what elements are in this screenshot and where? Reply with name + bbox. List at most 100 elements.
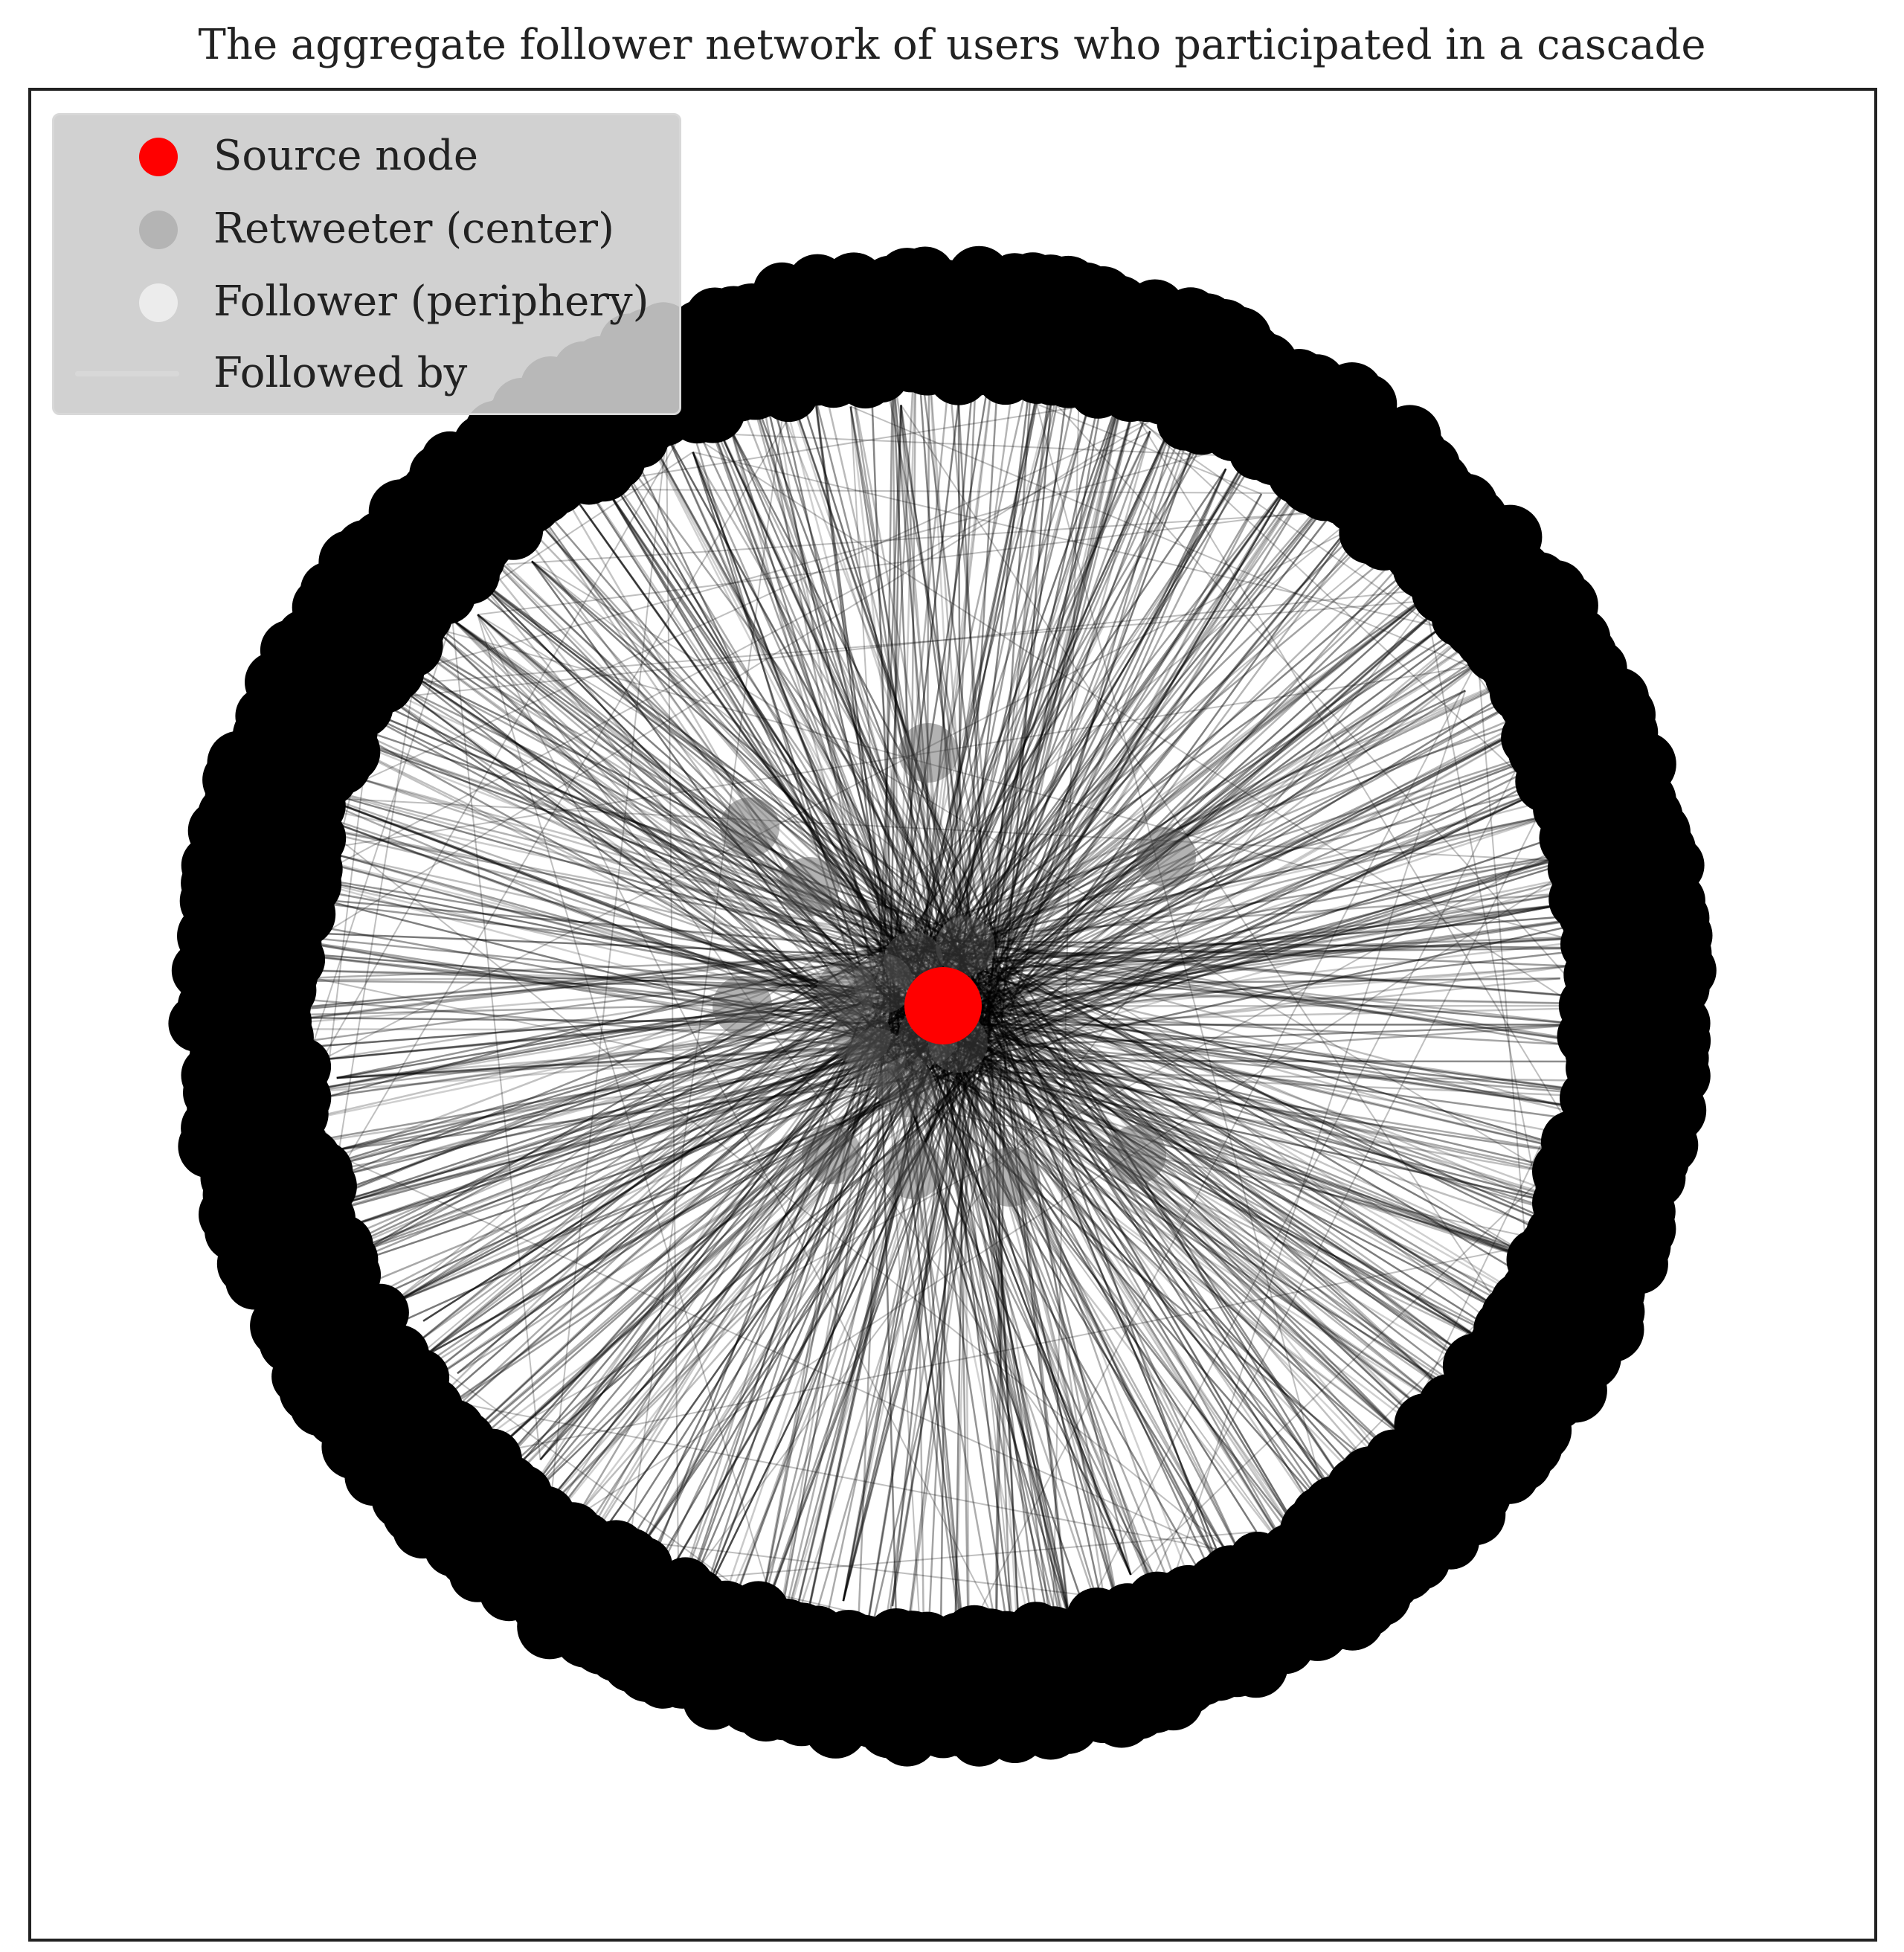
edge xyxy=(854,1067,1004,1699)
edge xyxy=(985,778,1630,947)
edge xyxy=(878,405,902,959)
edge xyxy=(332,719,925,995)
edge xyxy=(967,624,1445,989)
edge xyxy=(968,729,1609,960)
edge xyxy=(536,434,668,1625)
edge xyxy=(991,370,1130,951)
edge xyxy=(339,1027,881,1177)
edge xyxy=(1006,370,1130,951)
edge xyxy=(951,977,1455,1348)
edge xyxy=(940,903,1563,969)
edge xyxy=(953,593,1514,962)
edge xyxy=(882,492,1465,976)
edge xyxy=(489,1012,977,1457)
edge xyxy=(1005,1026,1121,1614)
edge xyxy=(206,939,971,1018)
edge xyxy=(206,1015,1000,1026)
edge xyxy=(953,972,1603,1226)
edge xyxy=(918,977,1449,1411)
edge xyxy=(960,996,1543,1265)
edge xyxy=(895,439,1377,1073)
legend-label-retweeter: Retweeter (center) xyxy=(213,205,614,253)
edge xyxy=(390,1046,894,1305)
edge xyxy=(950,317,980,944)
edge xyxy=(966,1040,1340,1527)
edge xyxy=(885,431,1151,969)
edge xyxy=(907,401,1183,1021)
edge xyxy=(441,635,892,1059)
edge xyxy=(665,433,979,998)
edge xyxy=(891,982,1456,1436)
edge xyxy=(477,614,1229,1679)
edge xyxy=(974,1070,1641,1099)
edge xyxy=(451,1059,1001,1520)
legend-item-followed-by: Followed by xyxy=(54,340,679,407)
edge xyxy=(520,995,996,1536)
edge xyxy=(678,588,1438,1595)
edge xyxy=(957,401,988,948)
edge xyxy=(530,560,898,1065)
edge xyxy=(605,489,883,950)
edge xyxy=(893,1005,1559,1319)
edge xyxy=(591,415,907,976)
edge xyxy=(357,675,910,1072)
edge xyxy=(939,492,1305,1014)
edge xyxy=(881,1004,1581,1108)
edge xyxy=(939,468,1227,1054)
edge xyxy=(359,605,957,1050)
follower-node xyxy=(1653,960,1710,1017)
edge xyxy=(931,975,1605,1160)
edge xyxy=(842,1001,968,1602)
edge xyxy=(921,949,1631,1050)
edge xyxy=(520,983,977,1536)
edge xyxy=(219,1027,993,1032)
edge xyxy=(605,489,891,963)
retweeter-node xyxy=(802,1125,861,1184)
edge xyxy=(914,992,1605,1160)
edge xyxy=(477,492,1465,616)
edge xyxy=(877,706,1567,1068)
edge xyxy=(531,560,901,979)
edge xyxy=(941,977,1560,986)
edge xyxy=(994,1041,1411,1442)
edge xyxy=(889,973,1457,1458)
edge xyxy=(357,675,904,1048)
edge xyxy=(951,1042,1622,1219)
edge xyxy=(376,952,945,1483)
edge xyxy=(704,1018,924,1654)
edge xyxy=(338,600,1603,949)
edge xyxy=(900,405,937,1032)
edge xyxy=(882,327,917,941)
edge xyxy=(950,357,1034,1047)
edge xyxy=(1003,844,1624,986)
edge xyxy=(440,507,971,1036)
edge xyxy=(716,952,973,1648)
edge xyxy=(1163,690,1467,1606)
edge xyxy=(927,863,1633,1014)
edge xyxy=(927,361,974,962)
edge xyxy=(952,999,1581,1108)
edge xyxy=(939,1038,950,1686)
legend-label-follower: Follower (periphery) xyxy=(213,277,649,326)
edge xyxy=(987,357,1034,1031)
edge xyxy=(474,575,905,1016)
retweeter-node xyxy=(898,723,958,783)
edge xyxy=(679,1005,901,1614)
edge xyxy=(335,503,1437,1427)
edge xyxy=(993,786,1551,1041)
edge xyxy=(746,318,890,1059)
edge xyxy=(943,1021,1421,1480)
edge xyxy=(685,359,966,1024)
edge xyxy=(573,421,977,1047)
edge xyxy=(336,1049,939,1079)
retweeter-node xyxy=(876,1058,936,1117)
edge xyxy=(474,575,893,1004)
edge xyxy=(880,1053,1449,1411)
edge xyxy=(380,977,933,1415)
edge xyxy=(390,1057,1006,1305)
edge xyxy=(920,946,1457,1458)
edge xyxy=(474,575,879,1071)
edge xyxy=(746,318,922,1059)
edge xyxy=(899,943,1132,1576)
edge xyxy=(897,1057,985,1707)
